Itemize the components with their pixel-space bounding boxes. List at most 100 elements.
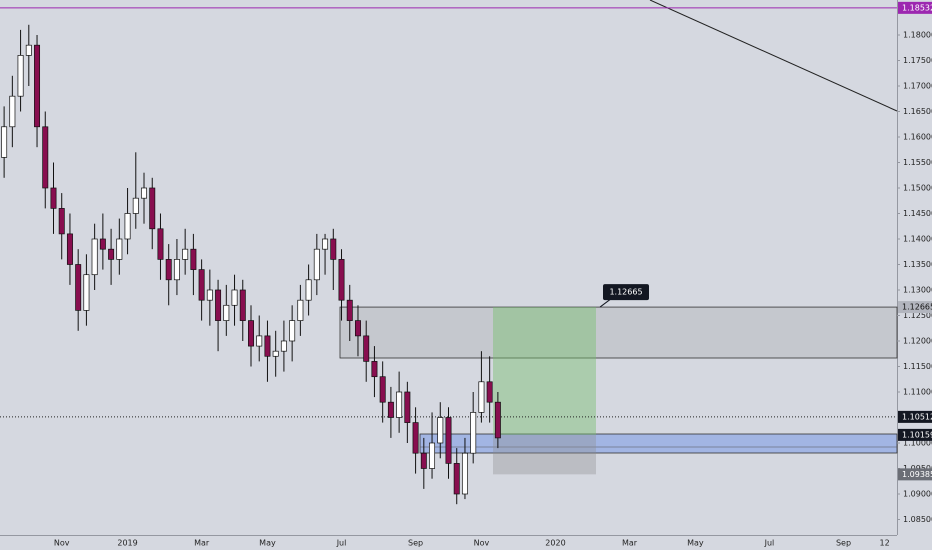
candle-body [248,320,254,347]
x-tick-label: Nov [474,539,490,548]
candle-body [231,289,238,306]
y-tick-label: 1.14000 [903,234,932,243]
candle-body [338,259,345,301]
candle-body [494,401,501,439]
y-tick-label: 1.12000 [903,336,932,345]
y-tick-label: 1.16000 [903,132,932,141]
candle-body [215,289,222,321]
candle-body [354,320,361,337]
y-tick-label: 1.18000 [903,30,932,39]
stop-price-label: 1.09385 [902,470,932,479]
candle-body [99,238,106,250]
last-price-box [898,410,932,423]
y-tick-label: 1.11000 [903,387,932,396]
candle-body [313,248,320,281]
candle-body [363,335,370,362]
stop-box [493,434,596,475]
candle-body [379,376,386,403]
y-tick-label: 1.09000 [903,489,932,498]
x-tick-label: Jul [336,539,347,548]
candle-body [272,350,279,357]
candle-body [264,335,271,357]
candle-body [206,289,213,301]
target-price-label: 1.12665 [902,303,932,312]
candle-body [371,361,378,378]
x-tick-label: Mar [194,539,210,548]
x-tick-label: Mar [622,539,638,548]
candle-body [17,55,24,97]
x-tick-label: May [687,539,704,548]
candle-body [404,391,411,423]
profit-box [493,307,596,435]
candle-body [34,44,41,128]
candle-body [486,381,493,403]
y-tick-label: 1.15000 [903,183,932,192]
support-zone [419,433,898,454]
candle-body [75,264,82,311]
candle-body [478,381,485,413]
x-tick-label: Jul [764,539,775,548]
candle-body [289,320,296,342]
candle-body [437,417,444,444]
y-tick-label: 1.13500 [903,260,932,269]
candle-body [445,417,452,464]
candle-body [50,187,57,209]
trend-line [649,0,898,112]
candle-body [470,412,477,454]
x-tick-label: 2019 [117,539,137,548]
x-tick-label: 2020 [545,539,565,548]
candle-body [396,391,403,418]
alert-price-box [898,1,932,14]
stop-price-box [898,468,932,481]
candle-body [132,197,139,214]
resistance-zone [339,306,898,359]
y-tick-label: 1.11500 [903,362,932,371]
last-price-label: 1.10512 [902,412,932,421]
y-tick-label: 1.13000 [903,285,932,294]
target-price-box [898,301,932,314]
candle-body [280,340,287,352]
candle-body [223,304,230,321]
x-tick-label: May [259,539,276,548]
candle-body [58,208,65,235]
candle-body [256,335,263,347]
y-tick-label: 1.14500 [903,209,932,218]
entry-price-label: 1.10159 [902,430,932,439]
candle-body [182,248,189,260]
y-tick-label: 1.17500 [903,56,932,65]
candle-body [173,259,180,281]
candle-body [108,248,115,260]
candle-body [165,259,172,281]
candle-body [83,274,90,311]
y-tick-label: 1.12500 [903,311,932,320]
candle-body [9,95,16,128]
candle-body [239,289,246,321]
x-tick-label: Sep [408,539,423,548]
x-tick-label: Sep [836,539,851,548]
y-tick-label: 1.16500 [903,107,932,116]
candle-body [412,422,419,454]
callout-label: 1.12665 [609,288,642,297]
candle-body [387,401,394,418]
alert-price-label: 1.18532 [902,3,932,12]
candle-body [124,213,131,240]
candle-body [25,44,32,56]
y-tick-label: 1.15500 [903,158,932,167]
candle-body [157,228,164,260]
y-tick-label: 1.17000 [903,81,932,90]
candle-body [346,299,353,321]
y-tick-label: 1.10000 [903,438,932,447]
candle-body [420,452,427,469]
candle-body [453,463,460,495]
candle-body [429,442,436,469]
candle-body [91,238,98,276]
candle-body [330,238,337,260]
callout-box [603,284,649,301]
candle-body [305,279,312,301]
candle-body [1,126,8,158]
candle-body [198,269,205,301]
candle-body [66,233,73,265]
candle-body [141,187,147,199]
candle-body [461,452,468,495]
